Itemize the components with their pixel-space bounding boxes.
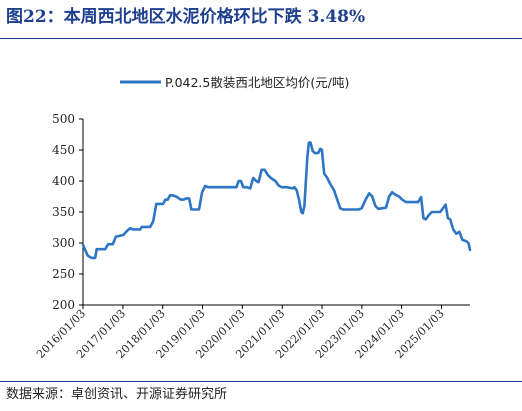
y-tick-label: 200 — [52, 298, 75, 312]
x-axis: 2016/01/032017/01/032018/01/032019/01/03… — [34, 304, 470, 361]
plot-area — [81, 141, 472, 260]
legend-label: P.042.5散装西北地区均价(元/吨) — [165, 75, 349, 90]
line-chart: P.042.5散装西北地区均价(元/吨) 200 250 300 350 400 450 5… — [34, 75, 472, 361]
series-line — [81, 141, 472, 260]
y-tick-label: 500 — [52, 112, 75, 126]
source-note: 数据来源：卓创资讯、开源证券研究所 — [6, 387, 228, 402]
chart-legend: P.042.5散装西北地区均价(元/吨) — [120, 75, 349, 90]
y-tick-label: 250 — [52, 267, 75, 281]
title-divider — [0, 38, 522, 39]
y-tick-label: 300 — [52, 236, 75, 250]
y-axis: 200 250 300 350 400 450 500 — [52, 112, 84, 312]
footer-divider — [0, 381, 522, 382]
figure-title: 图22：本周西北地区水泥价格环比下跌 3.48% — [6, 7, 366, 27]
y-tick-label: 400 — [52, 174, 75, 188]
y-tick-label: 350 — [52, 205, 75, 219]
y-tick-label: 450 — [52, 143, 75, 157]
